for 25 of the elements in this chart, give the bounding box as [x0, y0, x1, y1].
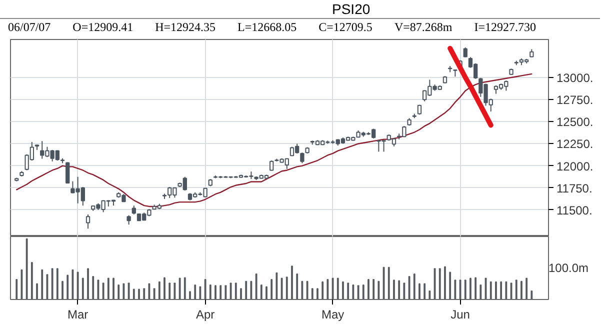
text: H=12924.35 — [155, 20, 216, 34]
y-tick-label: 12500. — [556, 115, 594, 130]
text: 06/07/07 — [8, 20, 51, 34]
chart-title: PSI20 — [331, 0, 372, 18]
y-tick-label: 11500. — [556, 204, 592, 218]
y-tick-label: 12250. — [556, 137, 594, 152]
candlestick — [126, 214, 131, 226]
x-tick-label: Apr — [196, 308, 215, 322]
text: V=87.268m — [394, 20, 452, 34]
y-tick-label: 12000. — [556, 159, 594, 174]
text: I=12927.730 — [474, 20, 536, 34]
text: 100.0m — [548, 261, 589, 275]
y-tick-label: 13000. — [556, 70, 594, 85]
candlestick — [86, 214, 90, 230]
text: O=12909.41 — [72, 20, 134, 34]
x-tick-label: May — [321, 308, 344, 322]
line-series — [16, 73, 532, 208]
x-tick-label: Mar — [67, 308, 88, 322]
text: L=12668.05 — [238, 20, 297, 34]
y-tick-label: 11750. — [556, 181, 592, 196]
candlestick — [300, 152, 304, 164]
x-tick-label: Jun — [450, 308, 470, 322]
y-tick-label: 12750. — [556, 93, 594, 108]
text: C=12709.5 — [318, 20, 372, 34]
candlestick — [66, 162, 70, 184]
